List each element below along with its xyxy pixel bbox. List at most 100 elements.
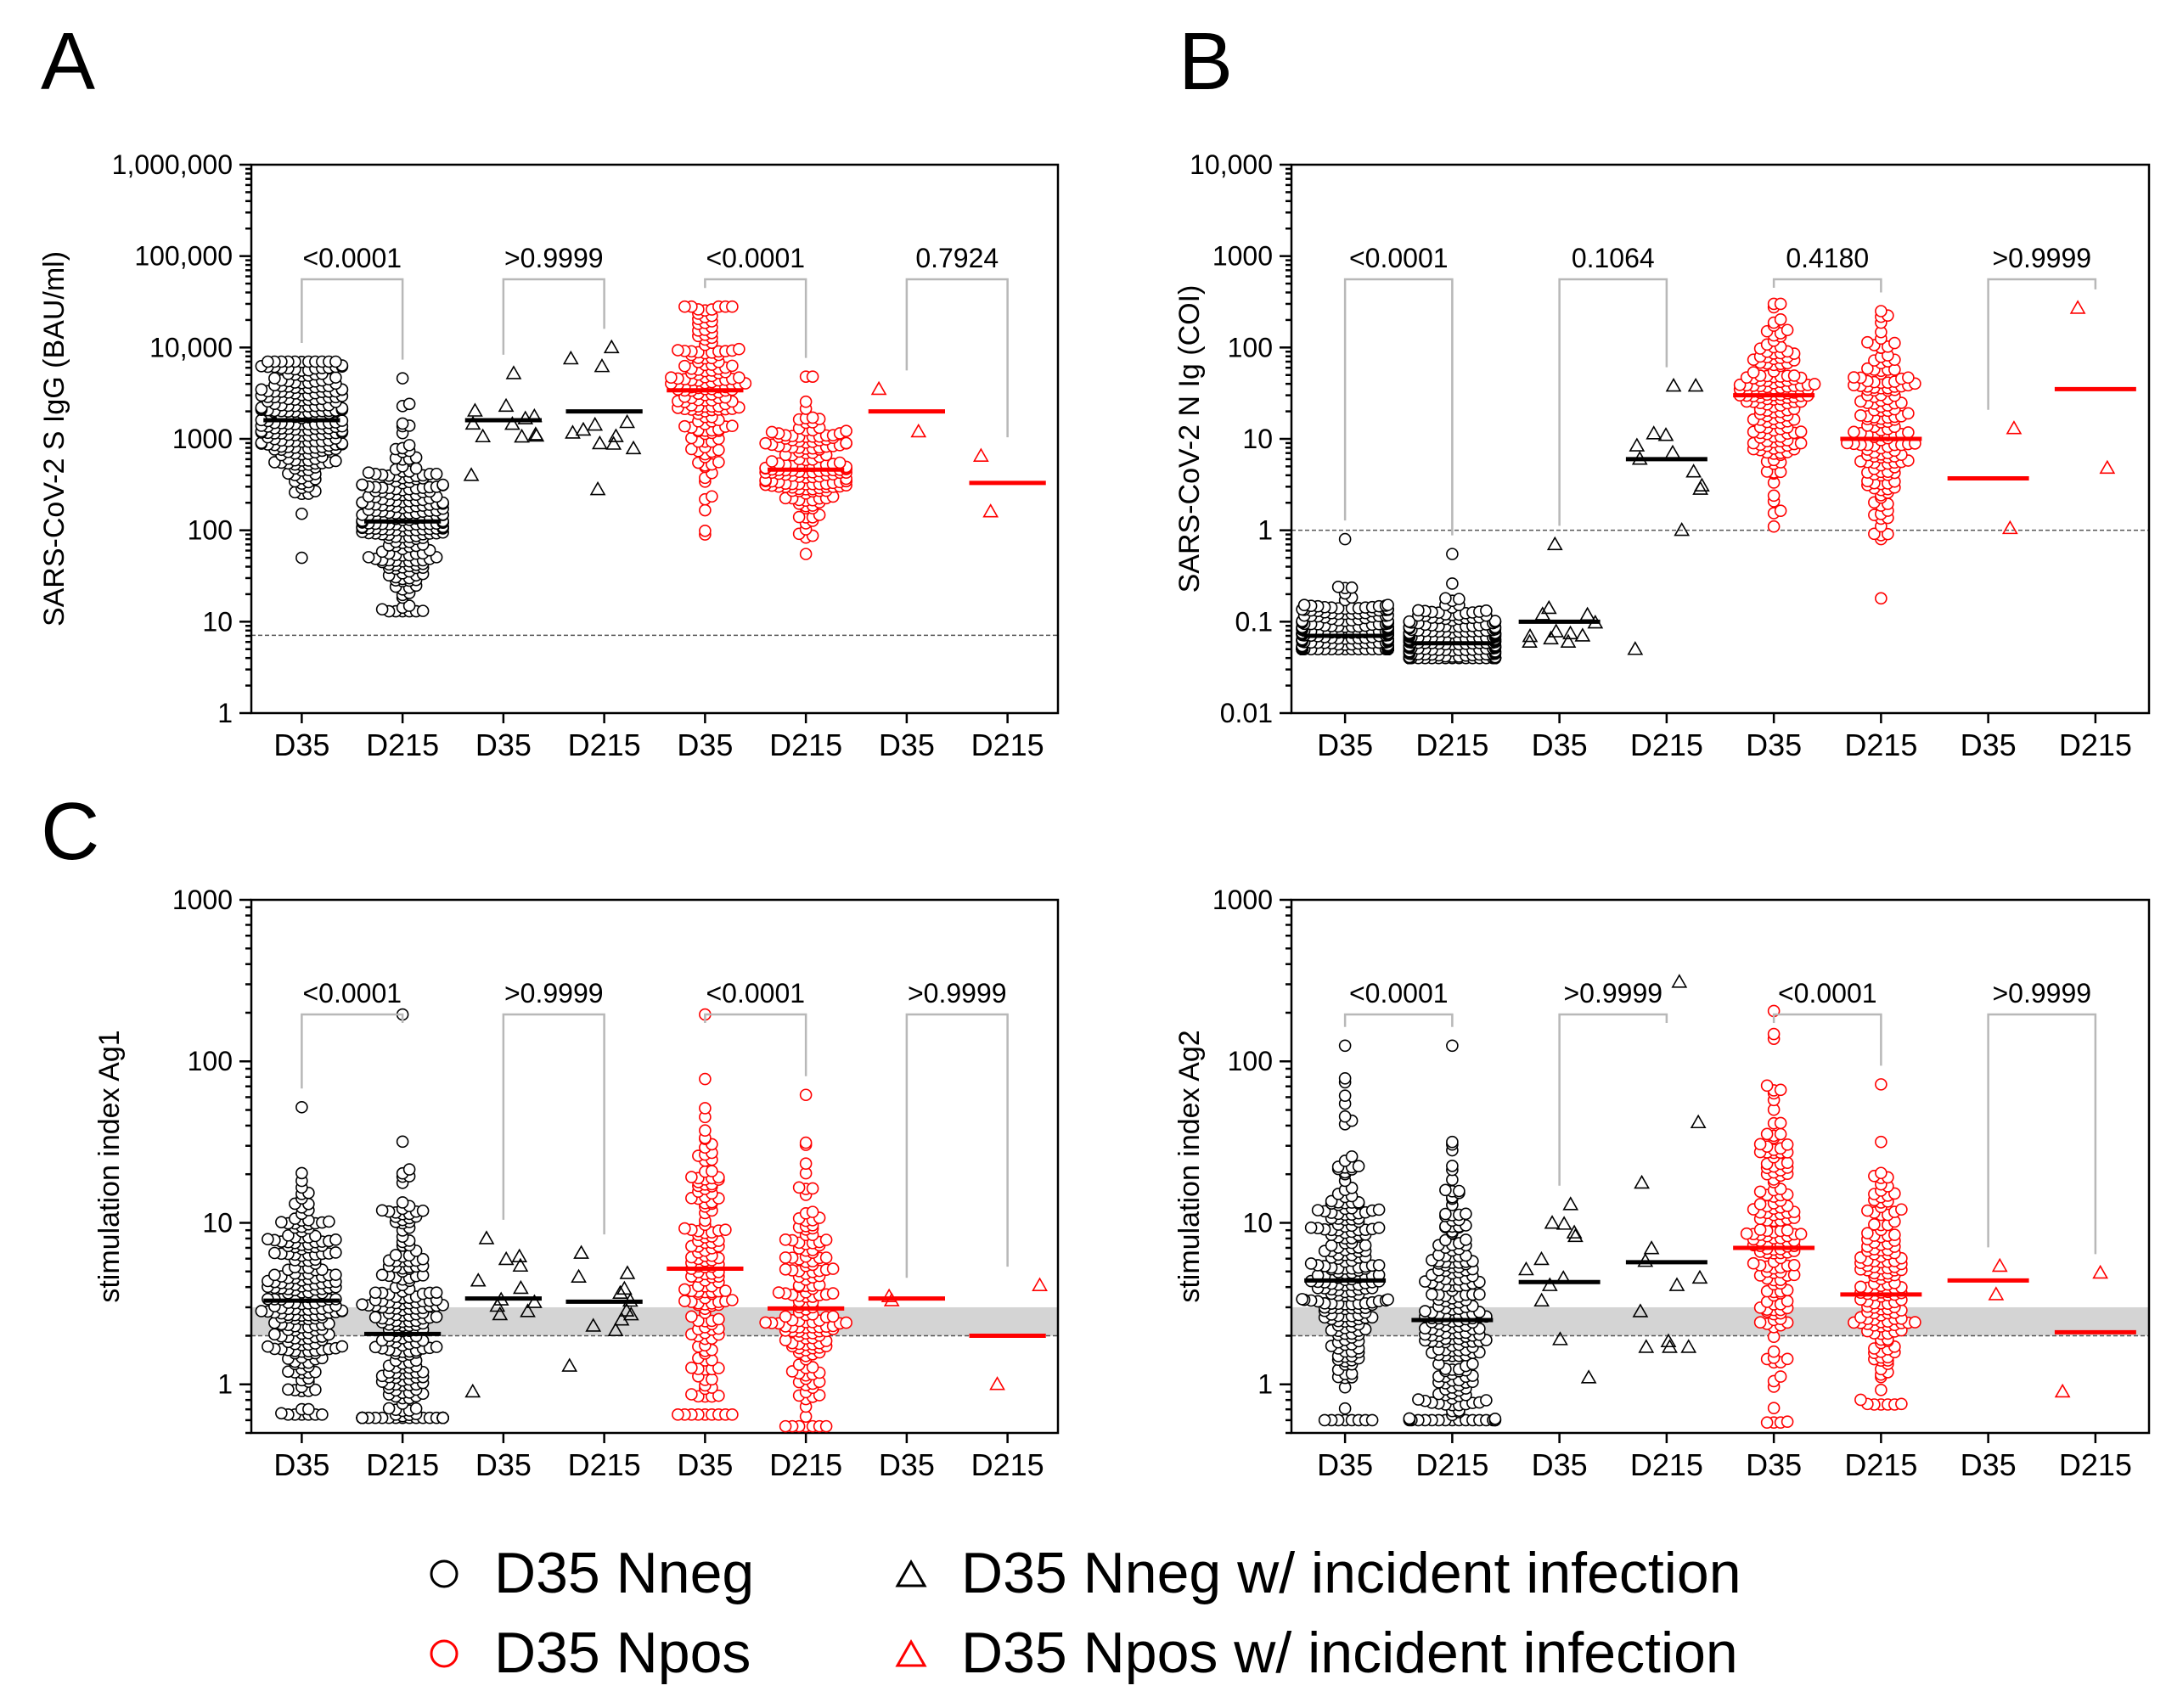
data-point [1680,1339,1697,1353]
comparison-p-value: >0.9999 [908,978,1007,1009]
y-axis-label: SARS-CoV-2 N Ig (COI) [1173,285,1206,593]
group-1 [1296,1039,1394,1427]
legend-label-d35-npos: D35 Npos [494,1621,751,1685]
data-point [733,342,745,356]
data-point [498,1250,515,1266]
data-point [512,1257,529,1273]
data-point [262,1340,274,1353]
data-point [982,503,999,518]
data-point [268,1268,281,1282]
data-point [1518,1261,1534,1276]
legend-marker-d35-nneg-infection [895,1559,927,1587]
y-tick-label: 1 [1257,515,1273,546]
data-point [1352,1160,1365,1173]
data-point [1753,1138,1767,1151]
data-point [1988,1286,2005,1301]
data-point [329,1246,342,1259]
data-point [1767,489,1781,503]
plot-frame [250,898,1060,1435]
data-point [1854,1393,1867,1407]
data-point [625,440,642,455]
data-point [430,1310,443,1323]
y-tick-label: 10 [1242,424,1273,454]
data-point [1318,1413,1331,1427]
data-point [295,507,308,520]
data-point [504,415,520,430]
data-point [1687,377,1704,392]
group-8 [2054,300,2136,475]
data-point [396,372,409,385]
data-point [1345,581,1359,594]
data-point [1533,1292,1550,1307]
data-point [268,1246,281,1260]
data-point [799,1157,813,1171]
data-point [799,395,813,408]
data-point [1543,630,1559,645]
data-point [369,1286,382,1300]
data-point [799,1088,813,1102]
data-point [826,1310,840,1323]
legend-label-d35-npos-infection: D35 Npos w/ incident infection [961,1621,1738,1685]
group-2 [356,1008,449,1424]
data-point [262,1233,274,1246]
data-point [1296,1293,1308,1306]
comparison-p-value: <0.0001 [1349,243,1449,273]
data-point [498,397,515,413]
data-point [616,1280,633,1295]
x-tick-label: D35 [1746,728,1802,762]
data-point [1690,1114,1707,1129]
data-point [1774,313,1787,326]
data-point [402,397,416,411]
data-point [389,1249,402,1261]
comparison-p-value: <0.0001 [1778,978,1877,1009]
comparison-bracket [1343,278,1454,536]
data-point [1668,1277,1685,1291]
data-point [712,1362,725,1374]
data-point [806,370,819,383]
data-point [1544,1215,1561,1229]
y-tick-label: 1000 [172,885,233,915]
data-point [1439,1183,1452,1197]
data-point [706,1373,718,1386]
data-point [989,1376,1005,1391]
data-point [475,428,492,443]
data-point [1446,1160,1459,1172]
data-point [416,604,430,617]
data-point [1753,1185,1767,1199]
data-point [1794,1228,1808,1240]
data-point [779,1262,792,1276]
data-point [1546,536,1563,551]
data-point [726,300,739,313]
data-point [1747,366,1760,379]
data-point [1297,598,1311,611]
data-point [282,1365,295,1378]
data-point [1338,1402,1352,1415]
group-4 [562,339,643,496]
data-point [1412,1393,1425,1406]
group-5 [667,1008,744,1421]
data-point [1774,504,1787,517]
group-1 [255,355,349,565]
y-tick-label: 1 [1257,1369,1273,1400]
data-point [335,1340,349,1353]
data-point [1909,1316,1921,1329]
group-2 [1403,548,1502,665]
data-point [1787,369,1801,382]
data-point [779,1251,792,1264]
data-point [1875,1166,1888,1180]
data-point [1868,527,1881,541]
data-point [870,380,887,396]
data-point [2054,1383,2071,1398]
y-tick-label: 1000 [172,424,233,454]
data-point [1875,1078,1888,1091]
data-point [302,1402,315,1416]
group-1 [255,1100,349,1421]
x-tick-label: D215 [1630,1447,1703,1482]
legend-marker-d35-npos [430,1639,459,1668]
data-point [622,1306,639,1321]
data-point [316,1408,329,1421]
panel-letter: A [41,16,95,107]
data-point [1854,1280,1867,1294]
x-tick-label: D35 [677,1447,733,1482]
data-point [1902,371,1915,385]
